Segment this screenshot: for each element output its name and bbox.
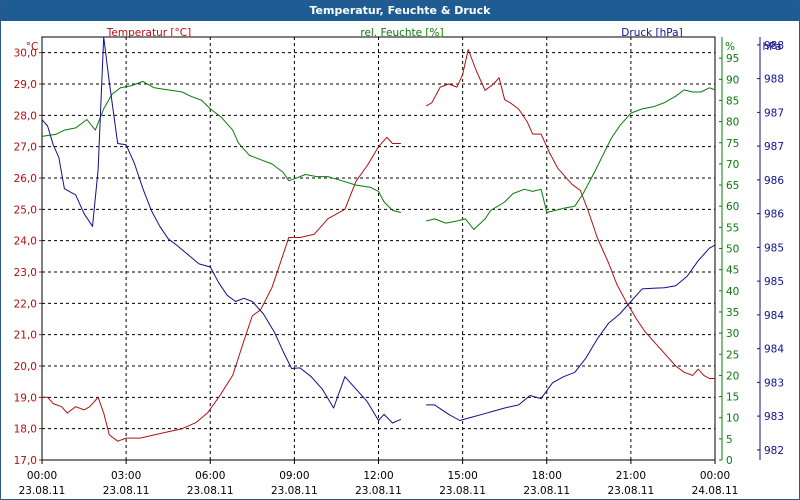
humidity-tick-label: 25 bbox=[726, 349, 739, 361]
temp-tick-label: 22,0 bbox=[14, 298, 37, 310]
date-tick-label: 23.08.11 bbox=[187, 485, 234, 497]
pressure-tick-label: 988 bbox=[764, 40, 784, 52]
humidity-axis-label: rel. Feuchte [%] bbox=[360, 27, 443, 39]
pressure-line bbox=[426, 244, 716, 421]
temp-axis: 17,0 18,0 19,0 20,0 21,0 22,0 23,0 24,0 25,0 26,0… bbox=[14, 48, 42, 467]
series-layer bbox=[41, 36, 716, 442]
time-tick-label: 06:00 bbox=[195, 470, 225, 482]
temp-tick-label: 20,0 bbox=[14, 361, 37, 373]
humidity-tick-label: 5 bbox=[726, 434, 733, 446]
pressure-line bbox=[41, 36, 402, 424]
window-title: Temperatur, Feuchte & Druck bbox=[1, 1, 799, 21]
humidity-tick-label: 15 bbox=[726, 392, 739, 404]
pressure-tick-label: 984 bbox=[764, 344, 784, 356]
date-tick-label: 23.08.11 bbox=[103, 485, 150, 497]
time-tick-label: 03:00 bbox=[111, 470, 141, 482]
temp-tick-label: 27,0 bbox=[14, 142, 37, 154]
humidity-line bbox=[426, 87, 716, 230]
pressure-tick-label: 987 bbox=[764, 107, 784, 119]
axis-headers: Temperatur [°C] rel. Feuchte [%] Druck [… bbox=[26, 27, 782, 53]
pressure-tick-label: 985 bbox=[764, 242, 784, 254]
pressure-tick-label: 986 bbox=[764, 175, 784, 187]
temperature-line bbox=[425, 49, 715, 379]
date-tick-label: 23.08.11 bbox=[19, 485, 66, 497]
pressure-axis-label: Druck [hPa] bbox=[621, 27, 682, 39]
date-tick-label: 23.08.11 bbox=[439, 485, 486, 497]
humidity-unit-label: % bbox=[725, 41, 735, 53]
temp-tick-label: 28,0 bbox=[14, 110, 37, 122]
date-tick-label: 23.08.11 bbox=[523, 485, 570, 497]
pressure-tick-label: 985 bbox=[764, 276, 784, 288]
temp-tick-label: 30,0 bbox=[14, 48, 37, 60]
temp-tick-label: 17,0 bbox=[14, 455, 37, 467]
time-tick-label: 00:00 bbox=[27, 470, 57, 482]
humidity-tick-label: 85 bbox=[726, 95, 739, 107]
temp-tick-label: 19,0 bbox=[14, 392, 37, 404]
time-tick-label: 15:00 bbox=[447, 470, 477, 482]
time-tick-label: 18:00 bbox=[532, 470, 562, 482]
humidity-tick-label: 10 bbox=[726, 413, 739, 425]
humidity-tick-label: 75 bbox=[726, 138, 739, 150]
humidity-tick-label: 55 bbox=[726, 222, 739, 234]
humidity-tick-label: 40 bbox=[726, 286, 739, 298]
temp-tick-label: 25,0 bbox=[14, 204, 37, 216]
temperature-line bbox=[42, 136, 401, 442]
humidity-tick-label: 45 bbox=[726, 265, 739, 277]
temp-axis-label: Temperatur [°C] bbox=[106, 27, 191, 39]
temp-tick-label: 18,0 bbox=[14, 424, 37, 436]
humidity-line bbox=[41, 80, 402, 213]
date-tick-label: 23.08.11 bbox=[271, 485, 318, 497]
temp-tick-label: 21,0 bbox=[14, 330, 37, 342]
time-tick-label: 09:00 bbox=[279, 470, 309, 482]
temp-tick-label: 26,0 bbox=[14, 173, 37, 185]
humidity-tick-label: 0 bbox=[726, 455, 733, 467]
time-tick-label: 21:00 bbox=[616, 470, 646, 482]
humidity-tick-label: 30 bbox=[726, 328, 739, 340]
time-axis: 00:00 23.08.11 03:00 23.08.11 06:00 23.08.11 0… bbox=[19, 460, 739, 497]
humidity-tick-label: 35 bbox=[726, 307, 739, 319]
pressure-tick-label: 984 bbox=[764, 310, 784, 322]
time-tick-label: 00:00 bbox=[700, 470, 730, 482]
date-tick-label: 24.08.11 bbox=[692, 485, 739, 497]
humidity-tick-label: 70 bbox=[726, 159, 739, 171]
grid-lines bbox=[41, 37, 716, 461]
humidity-axis: 0 5 10 15 20 25 30 35 40 45 50 55 60 65 70 75 80 85 90 95 bbox=[719, 37, 739, 467]
date-tick-label: 23.08.11 bbox=[607, 485, 654, 497]
temp-unit-label: °C bbox=[26, 41, 39, 53]
pressure-tick-label: 982 bbox=[764, 445, 784, 457]
humidity-tick-label: 60 bbox=[726, 201, 739, 213]
pressure-tick-label: 983 bbox=[764, 377, 784, 389]
pressure-unit-label: hPa bbox=[763, 41, 782, 53]
pressure-tick-label: 986 bbox=[764, 209, 784, 221]
temp-tick-label: 29,0 bbox=[14, 79, 37, 91]
humidity-tick-label: 65 bbox=[726, 180, 739, 192]
humidity-tick-label: 95 bbox=[726, 53, 739, 65]
humidity-tick-label: 20 bbox=[726, 370, 739, 382]
temp-tick-label: 23,0 bbox=[14, 267, 37, 279]
pressure-axis: 982 983 983 984 984 985 985 986 986 987 987 988 988 bbox=[757, 37, 784, 460]
humidity-tick-label: 90 bbox=[726, 74, 739, 86]
date-tick-label: 23.08.11 bbox=[355, 485, 402, 497]
pressure-tick-label: 987 bbox=[764, 141, 784, 153]
pressure-tick-label: 983 bbox=[764, 411, 784, 423]
temp-tick-label: 24,0 bbox=[14, 236, 37, 248]
pressure-tick-label: 988 bbox=[764, 74, 784, 86]
humidity-tick-label: 50 bbox=[726, 244, 739, 256]
humidity-tick-label: 80 bbox=[726, 117, 739, 129]
time-tick-label: 12:00 bbox=[363, 470, 393, 482]
